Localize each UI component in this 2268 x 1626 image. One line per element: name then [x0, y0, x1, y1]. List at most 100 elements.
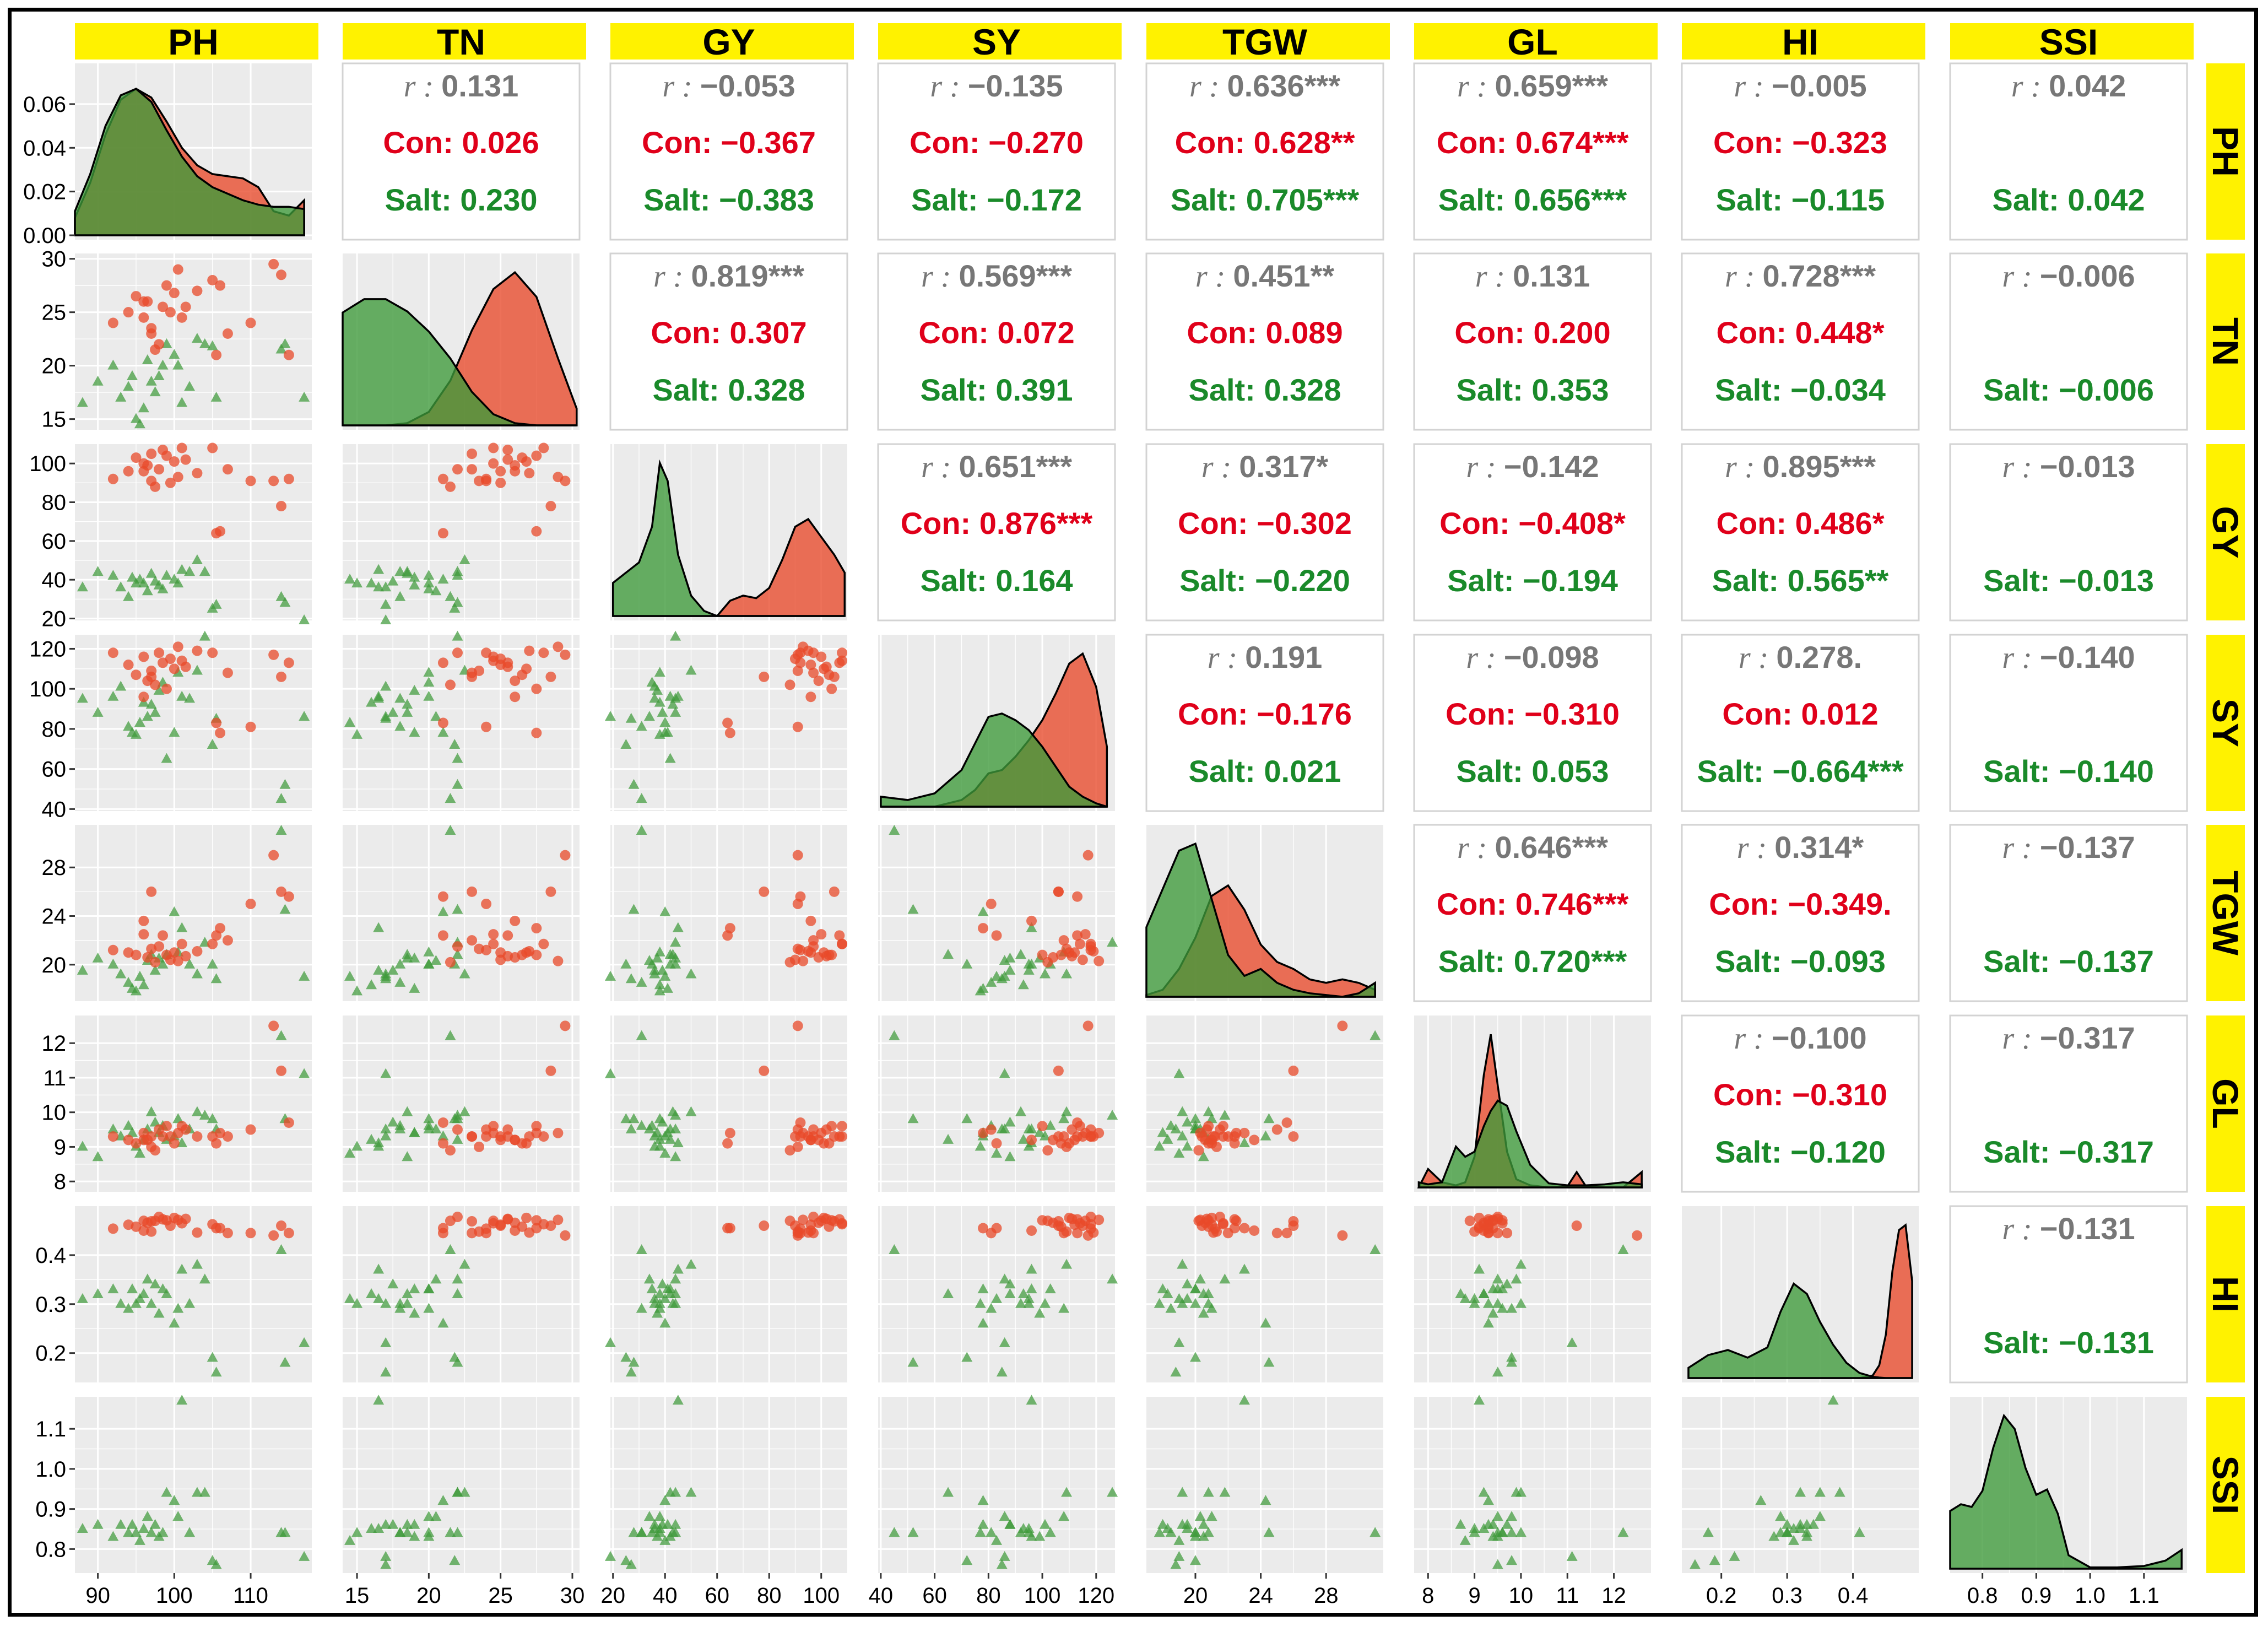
- point-salt: [1263, 1113, 1275, 1123]
- point-salt: [1162, 1288, 1173, 1298]
- point-salt: [1058, 1511, 1070, 1521]
- correlation-salt: Salt: −0.115: [1716, 182, 1885, 217]
- point-salt: [77, 1293, 88, 1303]
- point-salt: [977, 1519, 989, 1529]
- point-salt: [157, 958, 169, 969]
- point-salt: [172, 1303, 184, 1313]
- point-salt: [344, 717, 356, 727]
- point-con: [150, 481, 161, 492]
- point-salt: [123, 1303, 134, 1313]
- x-tick-label-sy: 100: [1024, 1584, 1061, 1608]
- panel-gy-gy: [610, 444, 847, 620]
- point-salt: [961, 1113, 973, 1123]
- point-salt: [975, 1141, 986, 1151]
- point-salt: [430, 1511, 442, 1521]
- point-con: [553, 641, 564, 652]
- point-con: [798, 1214, 809, 1225]
- panel-tn-gy: r : 0.819*** Con: 0.307 Salt: 0.328: [609, 252, 848, 431]
- point-salt: [1015, 1106, 1026, 1116]
- point-salt: [127, 1519, 138, 1529]
- strip-row-gl: [2206, 1015, 2245, 1192]
- point-con: [560, 476, 571, 487]
- point-salt: [380, 680, 392, 691]
- strip-col-hi: [1682, 23, 1925, 60]
- point-salt: [1039, 1519, 1051, 1529]
- x-tick-label-ph: 90: [85, 1584, 110, 1608]
- point-salt: [92, 566, 104, 576]
- y-tick-label-ph: 0.02: [23, 180, 66, 204]
- point-salt: [672, 922, 684, 932]
- correlation-r-prefix: r :: [2002, 831, 2039, 865]
- point-con: [1085, 1219, 1096, 1230]
- correlation-salt: Salt: 0.705***: [1171, 182, 1360, 217]
- point-con: [107, 647, 118, 658]
- point-salt: [123, 976, 134, 987]
- point-salt: [625, 1366, 637, 1377]
- strip-row-label-ph: PH: [2205, 126, 2246, 177]
- point-con: [837, 647, 848, 658]
- correlation-salt: Salt: −0.120: [1715, 1135, 1886, 1169]
- point-salt: [199, 566, 210, 576]
- x-tick-label-gy: 100: [803, 1584, 840, 1608]
- point-con: [222, 1228, 233, 1239]
- point-salt: [943, 1288, 954, 1298]
- point-salt: [149, 1278, 161, 1289]
- point-con: [207, 938, 218, 949]
- point-salt: [452, 904, 463, 914]
- point-con: [759, 671, 770, 682]
- point-con: [467, 464, 478, 475]
- correlation-r-value: −0.135: [968, 68, 1063, 103]
- plot-background: [75, 1397, 312, 1573]
- panel-ph-tn: r : 0.131 Con: 0.026 Salt: 0.230: [342, 62, 581, 241]
- point-salt: [1807, 1519, 1819, 1529]
- panel-gy-ssi: r : −0.013 Salt: −0.013: [1949, 443, 2188, 622]
- strip-row-tgw: [2206, 825, 2245, 1001]
- point-salt: [380, 598, 392, 609]
- point-salt: [275, 825, 287, 835]
- point-con: [276, 671, 287, 682]
- point-salt: [1788, 1535, 1800, 1545]
- point-salt: [1170, 1366, 1182, 1377]
- point-con: [1082, 850, 1094, 861]
- point-salt: [149, 386, 161, 397]
- point-salt: [1492, 1559, 1503, 1569]
- point-salt: [169, 349, 180, 359]
- point-salt: [452, 1357, 463, 1367]
- point-salt: [1004, 1278, 1016, 1289]
- correlation-r-value: 0.659***: [1495, 68, 1608, 103]
- point-con: [808, 1212, 819, 1223]
- x-tick-label-ssi: 0.9: [2021, 1584, 2052, 1608]
- point-con: [165, 477, 176, 488]
- y-tick-label-gy: 20: [42, 607, 67, 631]
- correlation-r-prefix: r :: [1208, 641, 1245, 675]
- point-con: [521, 1212, 532, 1223]
- point-con: [211, 349, 222, 360]
- point-salt: [1263, 1527, 1275, 1537]
- point-con: [545, 671, 556, 682]
- point-salt: [670, 1527, 681, 1537]
- point-con: [837, 1131, 848, 1142]
- point-con: [146, 886, 157, 897]
- point-salt: [999, 1068, 1010, 1078]
- point-salt: [92, 1519, 104, 1529]
- point-salt: [1492, 1298, 1503, 1308]
- correlation-con: Con: −0.302: [1178, 506, 1352, 541]
- point-salt: [279, 597, 291, 607]
- point-con: [158, 930, 169, 941]
- point-salt: [685, 1487, 697, 1497]
- point-salt: [380, 970, 392, 981]
- point-con: [837, 1219, 848, 1230]
- point-salt: [423, 570, 435, 580]
- correlation-r-prefix: r :: [2002, 260, 2039, 294]
- correlation-salt: Salt: −0.220: [1179, 563, 1350, 598]
- point-salt: [423, 1283, 435, 1294]
- point-con: [169, 947, 180, 958]
- point-salt: [670, 630, 681, 641]
- point-salt: [1044, 1283, 1056, 1294]
- point-salt: [409, 1308, 420, 1318]
- point-salt: [1515, 1527, 1527, 1537]
- point-con: [138, 1225, 149, 1236]
- panel-ssi-ssi: [1949, 1397, 2187, 1573]
- correlation-r: r : −0.013: [2002, 449, 2135, 484]
